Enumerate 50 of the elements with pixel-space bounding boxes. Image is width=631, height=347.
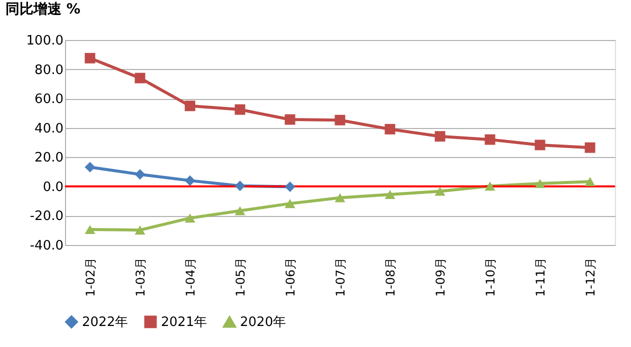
x-tick-label: 1-10月 [484, 258, 498, 297]
y-tick-label: 80.0 [34, 62, 64, 78]
point [84, 162, 96, 172]
point [484, 134, 496, 145]
point [84, 52, 96, 64]
y-tick-label: 0.0 [42, 180, 64, 195]
legend-label: 2020年 [240, 315, 286, 330]
point [284, 199, 296, 208]
point [134, 169, 146, 180]
x-tick-label: 1-06月 [284, 258, 298, 297]
y-tick-label: -40.0 [30, 238, 64, 254]
y-tick-label: 40.0 [34, 121, 64, 136]
x-tick-label: 1-05月 [234, 258, 248, 297]
x-tick-label: 1-03月 [134, 258, 148, 297]
point [134, 72, 146, 84]
y-tick-label: 100.0 [26, 34, 64, 48]
point [84, 224, 96, 234]
legend-label: 2022年 [82, 314, 128, 330]
x-tick-label: 1-09月 [434, 258, 448, 297]
x-tick-label: 1-12月 [584, 258, 598, 297]
point [234, 206, 246, 216]
point [284, 181, 296, 192]
point [184, 100, 196, 112]
point [334, 193, 346, 202]
x-tick-label: 1-11月 [534, 258, 548, 297]
point [434, 131, 446, 142]
point [234, 180, 246, 192]
point [334, 114, 346, 126]
point [384, 124, 396, 134]
y-tick-label: 60.0 [34, 92, 64, 108]
x-tick-label: 1-08月 [384, 258, 398, 297]
x-tick-label: 1-02月 [84, 258, 98, 297]
legend-label: 2021年 [161, 314, 208, 330]
x-tick-label: 1-04月 [184, 258, 198, 297]
point [534, 140, 546, 150]
y-tick-label: 20.0 [34, 150, 64, 166]
point [234, 104, 246, 115]
y-axis-title: 同比增速 % [6, 2, 80, 18]
point [434, 186, 446, 196]
point [184, 214, 196, 223]
point [184, 175, 196, 186]
point [384, 190, 396, 200]
y-tick-label: -20.0 [30, 209, 64, 224]
x-tick-label: 1-07月 [334, 258, 348, 297]
point [584, 177, 596, 186]
point [534, 178, 546, 188]
point [134, 226, 146, 235]
point [584, 142, 596, 153]
point [484, 182, 496, 191]
point [284, 114, 296, 125]
